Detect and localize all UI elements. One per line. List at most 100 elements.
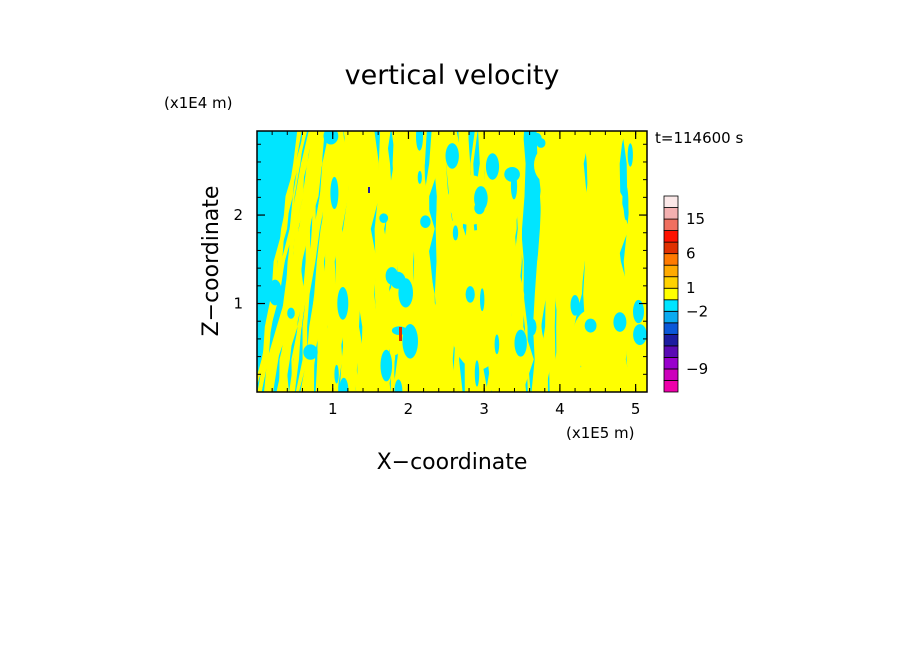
y-axis-label: Z−coordinate bbox=[199, 186, 224, 337]
negative-region bbox=[287, 307, 295, 319]
colorbar-level-4 bbox=[663, 333, 679, 347]
positive-region bbox=[479, 131, 518, 392]
negative-region bbox=[584, 318, 597, 333]
plot-frame bbox=[256, 130, 648, 393]
positive-region bbox=[281, 131, 319, 392]
negative-region bbox=[536, 138, 546, 148]
negative-region bbox=[268, 143, 283, 169]
x-tick-label-4: 4 bbox=[555, 400, 565, 418]
positive-region bbox=[291, 131, 318, 392]
colorbar-level-13 bbox=[663, 230, 679, 243]
positive-region bbox=[518, 131, 531, 392]
positive-region bbox=[356, 131, 380, 392]
negative-region bbox=[385, 267, 398, 285]
colorbar-level-14 bbox=[663, 218, 679, 231]
positive-region bbox=[281, 131, 318, 392]
negative-region bbox=[494, 334, 500, 355]
negative-region bbox=[527, 318, 537, 336]
colorbar-label-0: 15 bbox=[686, 210, 705, 228]
negative-region bbox=[510, 172, 518, 200]
positive-region bbox=[383, 131, 408, 392]
positive-region bbox=[291, 131, 331, 392]
negative-region bbox=[339, 377, 349, 392]
positive-region bbox=[443, 220, 467, 280]
negative-region bbox=[330, 176, 339, 210]
negative-region bbox=[474, 360, 480, 387]
positive-region bbox=[572, 310, 608, 370]
negative-region bbox=[420, 215, 431, 228]
x-tick-label-5: 5 bbox=[631, 400, 641, 418]
positive-region bbox=[416, 131, 438, 392]
colorbar-level-7 bbox=[663, 299, 679, 312]
colorbar-label-3: −2 bbox=[686, 302, 708, 320]
strong-downdraft bbox=[368, 187, 370, 193]
colorbar-labels: 15 6 1 −2 −9 bbox=[686, 210, 708, 378]
colorbar-level-10 bbox=[663, 264, 679, 278]
positive-region bbox=[270, 131, 312, 392]
negative-region bbox=[266, 150, 272, 162]
positive-region bbox=[383, 131, 397, 392]
x-axis-label: X−coordinate bbox=[377, 450, 528, 475]
colorbar-level-8 bbox=[663, 287, 679, 301]
negative-region bbox=[485, 153, 500, 180]
y-unit-label: (x1E4 m) bbox=[164, 94, 233, 112]
y-tick-label-1: 1 bbox=[233, 295, 243, 313]
negative-region bbox=[474, 201, 485, 215]
positive-region bbox=[501, 131, 534, 392]
negative-region bbox=[623, 185, 629, 221]
colorbar-label-4: −9 bbox=[686, 360, 708, 378]
contour-field bbox=[257, 131, 647, 392]
colorbar-level-5 bbox=[663, 322, 679, 335]
positive-region bbox=[259, 131, 305, 392]
positive-region bbox=[304, 131, 333, 392]
negative-region bbox=[380, 349, 393, 382]
positive-region bbox=[537, 131, 583, 392]
negative-region bbox=[633, 324, 647, 346]
strong-updraft bbox=[399, 327, 402, 341]
negative-region bbox=[394, 379, 403, 392]
colorbar-level-2 bbox=[663, 357, 679, 370]
negative-region bbox=[334, 364, 339, 384]
x-tick-label-1: 1 bbox=[328, 400, 338, 418]
negative-region bbox=[613, 312, 627, 332]
negative-region bbox=[570, 295, 580, 316]
colorbar bbox=[663, 195, 679, 393]
negative-region bbox=[452, 225, 459, 241]
colorbar-level-9 bbox=[663, 276, 679, 289]
positive-region bbox=[321, 131, 332, 392]
negative-region bbox=[627, 143, 633, 167]
negative-region bbox=[480, 288, 485, 312]
time-label: t=114600 s bbox=[655, 129, 743, 147]
colorbar-level-15 bbox=[663, 207, 679, 220]
negative-region bbox=[465, 286, 475, 303]
colorbar-level-6 bbox=[663, 310, 679, 324]
negative-region bbox=[445, 143, 459, 169]
positive-region bbox=[534, 147, 562, 183]
positive-region bbox=[536, 131, 545, 392]
positive-region bbox=[418, 300, 442, 380]
negative-region bbox=[402, 324, 419, 359]
x-tick-label-3: 3 bbox=[479, 400, 489, 418]
negative-region bbox=[633, 299, 644, 324]
negative-region bbox=[379, 213, 389, 223]
x-axis: 1 2 3 4 5 bbox=[271, 131, 641, 418]
colorbar-level-11 bbox=[663, 253, 679, 266]
y-tick-label-2: 2 bbox=[233, 206, 243, 224]
x-tick-label-2: 2 bbox=[404, 400, 414, 418]
negative-region bbox=[274, 203, 283, 221]
negative-region bbox=[416, 131, 423, 151]
colorbar-level-3 bbox=[663, 345, 679, 358]
colorbar-level-16 bbox=[663, 195, 679, 208]
colorbar-level-1 bbox=[663, 368, 679, 381]
colorbar-label-1: 6 bbox=[686, 245, 696, 263]
positive-region bbox=[610, 131, 621, 392]
plot-area bbox=[256, 130, 648, 393]
negative-region bbox=[417, 170, 422, 184]
negative-region bbox=[268, 279, 282, 306]
negative-region bbox=[337, 287, 349, 320]
negative-region bbox=[514, 329, 527, 357]
colorbar-label-2: 1 bbox=[686, 279, 696, 297]
negative-region bbox=[303, 344, 318, 360]
negative-region bbox=[323, 131, 339, 145]
